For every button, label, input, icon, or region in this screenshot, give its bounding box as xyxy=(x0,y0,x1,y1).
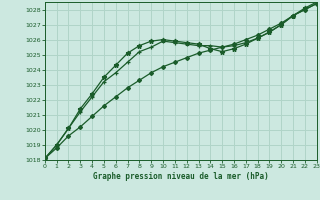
X-axis label: Graphe pression niveau de la mer (hPa): Graphe pression niveau de la mer (hPa) xyxy=(93,172,269,181)
